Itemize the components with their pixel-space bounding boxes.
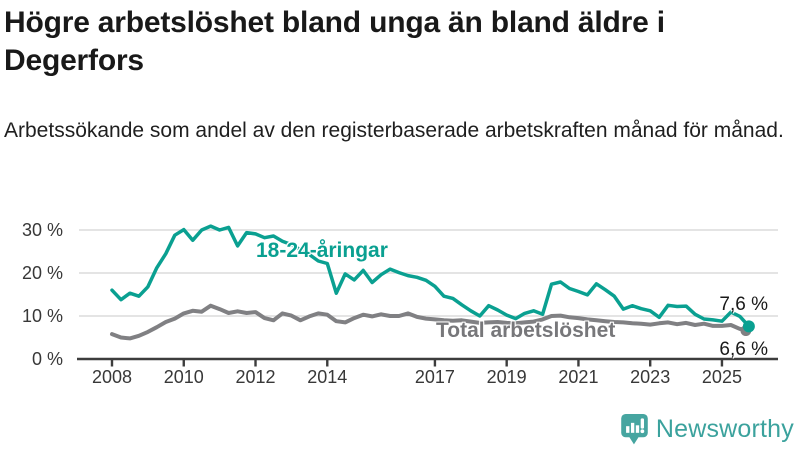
x-axis-label-2025: 2025 <box>701 367 742 387</box>
x-axis-label-2017: 2017 <box>414 367 455 387</box>
x-axis-label-2021: 2021 <box>558 367 599 387</box>
y-axis-label-30: 30 % <box>21 220 63 240</box>
x-axis-label-2010: 2010 <box>163 367 204 387</box>
page-title: Högre arbetslöshet bland unga än bland ä… <box>4 6 665 77</box>
x-axis-label-2012: 2012 <box>235 367 276 387</box>
x-axis-label-2008: 2008 <box>91 367 133 387</box>
total-line <box>110 303 751 341</box>
x-axis-label-2019: 2019 <box>486 367 527 387</box>
newsworthy-bubble-chart-icon <box>621 414 648 445</box>
series-label-youth: 18-24-åringar <box>256 239 388 262</box>
newsworthy-wordmark: Newsworthy <box>655 415 794 443</box>
chart-subtitle: Arbetssökande som andel av den registerb… <box>4 119 784 142</box>
end-value-label-total: 6,6 % <box>719 339 768 360</box>
youth-line <box>110 224 751 329</box>
x-axis-label-2023: 2023 <box>630 367 671 387</box>
newsworthy-logo[interactable]: Newsworthy <box>621 414 794 445</box>
series-label-total: Total arbetslöshet <box>436 319 616 342</box>
y-axis-label-0: 0 % <box>31 349 63 369</box>
youth-end-dot <box>742 320 755 333</box>
y-axis-label-10: 10 % <box>21 306 63 326</box>
y-axis-label-20: 20 % <box>21 263 63 283</box>
x-axis-label-2014: 2014 <box>307 367 348 387</box>
end-value-label-youth: 7,6 % <box>719 294 768 315</box>
